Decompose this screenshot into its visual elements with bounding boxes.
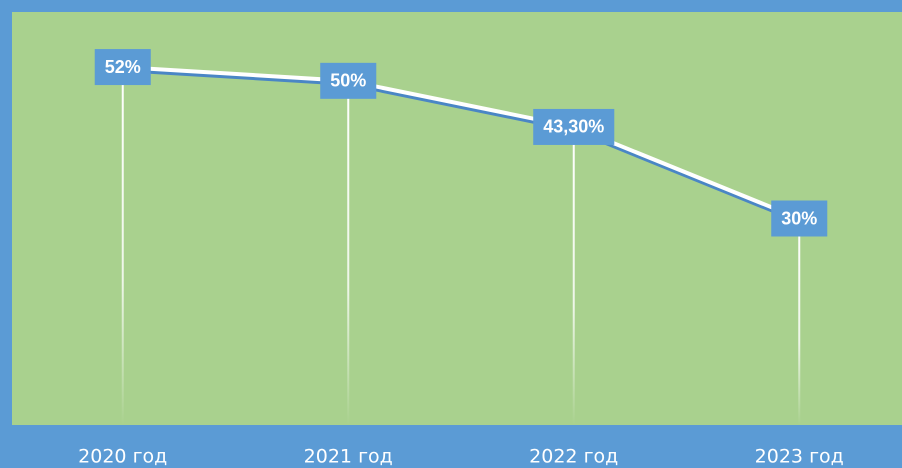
value-label-box: [771, 200, 828, 237]
x-tick-label: 2023 год: [755, 446, 844, 468]
value-label: 50%: [330, 71, 366, 91]
drop-line: [798, 218, 801, 425]
plot-area: [12, 12, 902, 425]
value-label-box: [320, 62, 377, 99]
value-label: 43,30%: [543, 117, 604, 137]
drop-line: [572, 126, 575, 426]
line-shadow: [122, 68, 801, 224]
line: [122, 65, 801, 221]
value-label-box: [533, 108, 615, 145]
value-label: 52%: [105, 57, 141, 77]
value-label-box: [94, 49, 151, 86]
x-tick-label: 2022 год: [529, 446, 618, 468]
drop-line: [347, 80, 350, 425]
drop-line: [121, 67, 124, 426]
x-tick-label: 2021 год: [304, 446, 393, 468]
x-tick-label: 2020 год: [78, 446, 167, 468]
value-label: 30%: [781, 208, 817, 228]
